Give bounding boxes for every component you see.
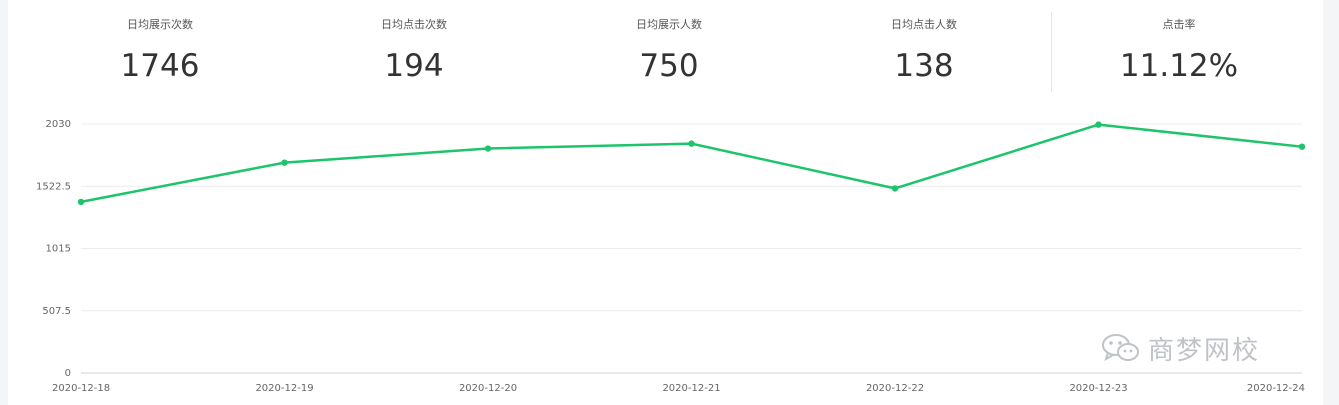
stat-value: 11.12% [1119, 48, 1239, 84]
stat-value: 1746 [120, 48, 200, 84]
stat-label: 日均展示次数 [127, 18, 193, 31]
y-tick-label: 507.5 [42, 306, 71, 317]
stats-bar: 日均展示次数 1746 日均点击次数 194 日均展示人数 750 日均点击人数… [0, 0, 1339, 100]
stat-value: 750 [639, 48, 699, 84]
x-tick-label: 2020-12-18 [52, 383, 110, 394]
x-tick-label: 2020-12-23 [1069, 383, 1127, 394]
wechat-icon [1102, 334, 1139, 362]
x-tick-label: 2020-12-21 [662, 383, 720, 394]
y-tick-label: 1522.5 [36, 181, 71, 192]
data-point [77, 198, 85, 206]
watermark-text: 商梦网校 [1148, 335, 1261, 366]
data-point [688, 140, 695, 147]
stat-label: 点击率 [1162, 18, 1196, 31]
y-tick-label: 2030 [46, 119, 71, 130]
stat-label: 日均点击人数 [891, 18, 957, 31]
data-point [484, 145, 492, 152]
x-tick-label: 2020-12-19 [255, 383, 313, 394]
chart-panel [8, 0, 1323, 405]
stat-value: 138 [894, 48, 954, 84]
y-tick-label: 0 [65, 368, 71, 379]
x-tick-label: 2020-12-20 [459, 383, 517, 394]
stat-label: 日均点击次数 [381, 18, 447, 31]
data-point [281, 159, 288, 166]
series-line [80, 123, 1303, 204]
x-tick-label: 2020-12-22 [866, 383, 924, 394]
data-point [1095, 121, 1102, 128]
y-tick-label: 1015 [46, 244, 71, 255]
data-point [891, 185, 899, 192]
data-point [1298, 143, 1306, 150]
x-tick-label: 2020-12-24 [1247, 383, 1305, 394]
stats-divider [1051, 12, 1052, 92]
stat-label: 日均展示人数 [636, 18, 702, 31]
watermark: 商梦网校 [1100, 328, 1260, 368]
stat-value: 194 [384, 48, 444, 84]
